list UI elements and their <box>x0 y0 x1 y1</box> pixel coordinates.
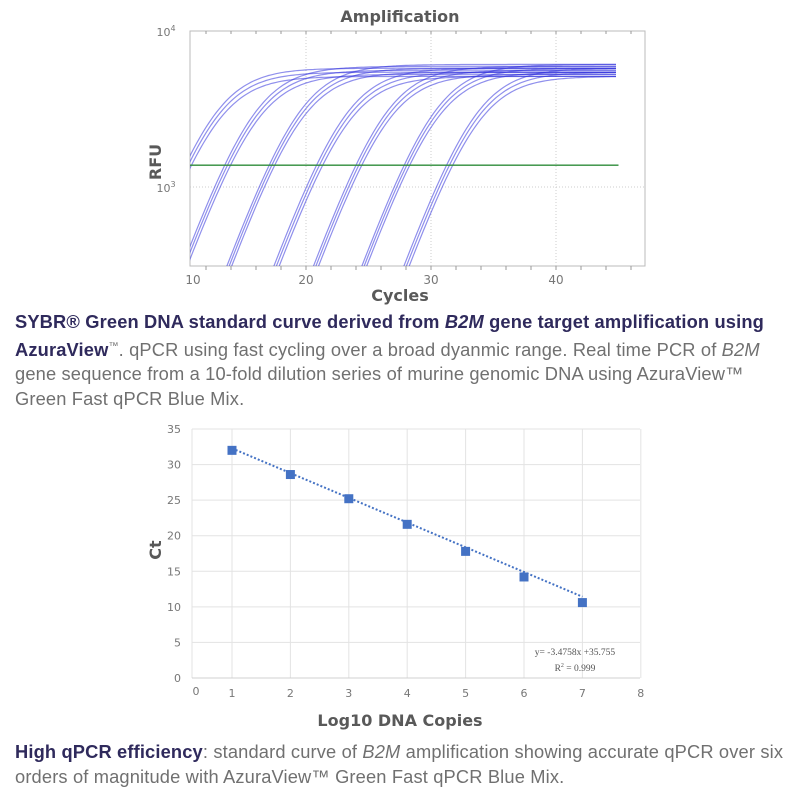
y-tick-label: 25 <box>167 494 181 507</box>
x-tick-label: 8 <box>637 687 644 700</box>
caption-line: AzuraView™. qPCR using fast cycling over… <box>15 335 764 363</box>
r-squared-label: R2 = 0.999 <box>555 663 596 674</box>
amplification-curve <box>312 65 616 266</box>
x-tick-label: 40 <box>548 273 563 287</box>
x-tick-label: 4 <box>404 687 411 700</box>
data-point <box>402 519 412 529</box>
caption-bold: High qPCR efficiency <box>15 741 203 762</box>
caption-line: orders of magnitude with AzuraView™ Gree… <box>15 765 565 787</box>
y-axis-label: Ct <box>146 540 165 560</box>
caption-line: gene sequence from a 10-fold dilution se… <box>15 363 744 385</box>
amplification-curve <box>317 73 616 266</box>
x-tick-label: 2 <box>287 687 294 700</box>
caption-standard-curve: High qPCR efficiency: standard curve of … <box>15 740 783 789</box>
x-tick-label: 0 <box>193 685 200 698</box>
x-tick-label: 1 <box>229 687 236 700</box>
amplification-curve <box>405 71 617 266</box>
x-axis-label: Log10 DNA Copies <box>317 711 482 730</box>
caption-text: . qPCR using fast cycling over a broad d… <box>118 338 722 360</box>
amplification-curve <box>315 69 616 266</box>
data-point <box>227 445 237 455</box>
x-tick-label: 6 <box>521 687 528 700</box>
standard-curve-chart: Log10 DNA Copies Ct 0 5 10 15 20 25 30 35 0 1 2 3 4 5… <box>146 423 644 730</box>
caption-text: : standard curve of <box>202 741 363 762</box>
amplification-curve <box>403 67 617 266</box>
y-tick-label: 5 <box>174 636 181 649</box>
data-point <box>285 470 295 480</box>
x-tick-label: 20 <box>298 273 313 287</box>
caption-line: Green Fast qPCR Blue Mix. <box>15 387 245 409</box>
data-point <box>519 572 529 582</box>
y-tick-label: 20 <box>167 530 181 543</box>
amplification-curve <box>226 63 616 266</box>
y-tick-label: 30 <box>167 459 181 472</box>
y-tick-label: 103 <box>156 180 175 195</box>
y-tick-label: 10 <box>167 601 181 614</box>
x-axis-label: Cycles <box>371 286 429 305</box>
product-name: AzuraView <box>15 338 109 360</box>
amplification-curve <box>273 67 616 266</box>
gene-name: B2M <box>721 338 760 360</box>
amplification-curve <box>363 67 617 266</box>
x-tick-label: 10 <box>185 273 200 287</box>
caption-text: amplification showing accurate qPCR over… <box>400 741 784 762</box>
gene-name: B2M <box>362 741 401 762</box>
caption-bold: gene target amplification using <box>483 311 764 332</box>
y-tick-label: 0 <box>174 672 181 685</box>
x-tick-label: 7 <box>579 687 586 700</box>
y-tick-label: 15 <box>167 565 181 578</box>
chart-title: Amplification <box>340 7 459 26</box>
x-tick-label: 3 <box>345 687 352 700</box>
x-tick-label: 30 <box>423 273 438 287</box>
amplification-curve <box>408 76 616 266</box>
amplification-chart: Amplification Cycles RFU 10 20 30 40 104 103 <box>146 7 646 305</box>
caption-amplification: SYBR® Green DNA standard curve derived f… <box>15 310 764 411</box>
caption-line: SYBR® Green DNA standard curve derived f… <box>15 310 764 335</box>
amplification-curve <box>361 63 616 266</box>
data-point <box>461 546 471 556</box>
y-tick-label: 104 <box>156 24 175 39</box>
data-point <box>344 494 354 504</box>
amplification-curves <box>190 63 617 266</box>
trademark: ™ <box>108 340 119 352</box>
x-tick-label: 5 <box>462 687 469 700</box>
caption-bold: SYBR® Green DNA standard curve derived f… <box>15 311 445 332</box>
trendline <box>231 447 583 598</box>
gene-name: B2M <box>444 311 484 332</box>
caption-line: High qPCR efficiency: standard curve of … <box>15 740 783 765</box>
y-tick-label: 35 <box>167 423 181 436</box>
data-point <box>577 598 587 608</box>
y-axis-label: RFU <box>146 144 165 180</box>
trendline-equation: y= -3.4758x +35.755 <box>535 648 616 658</box>
